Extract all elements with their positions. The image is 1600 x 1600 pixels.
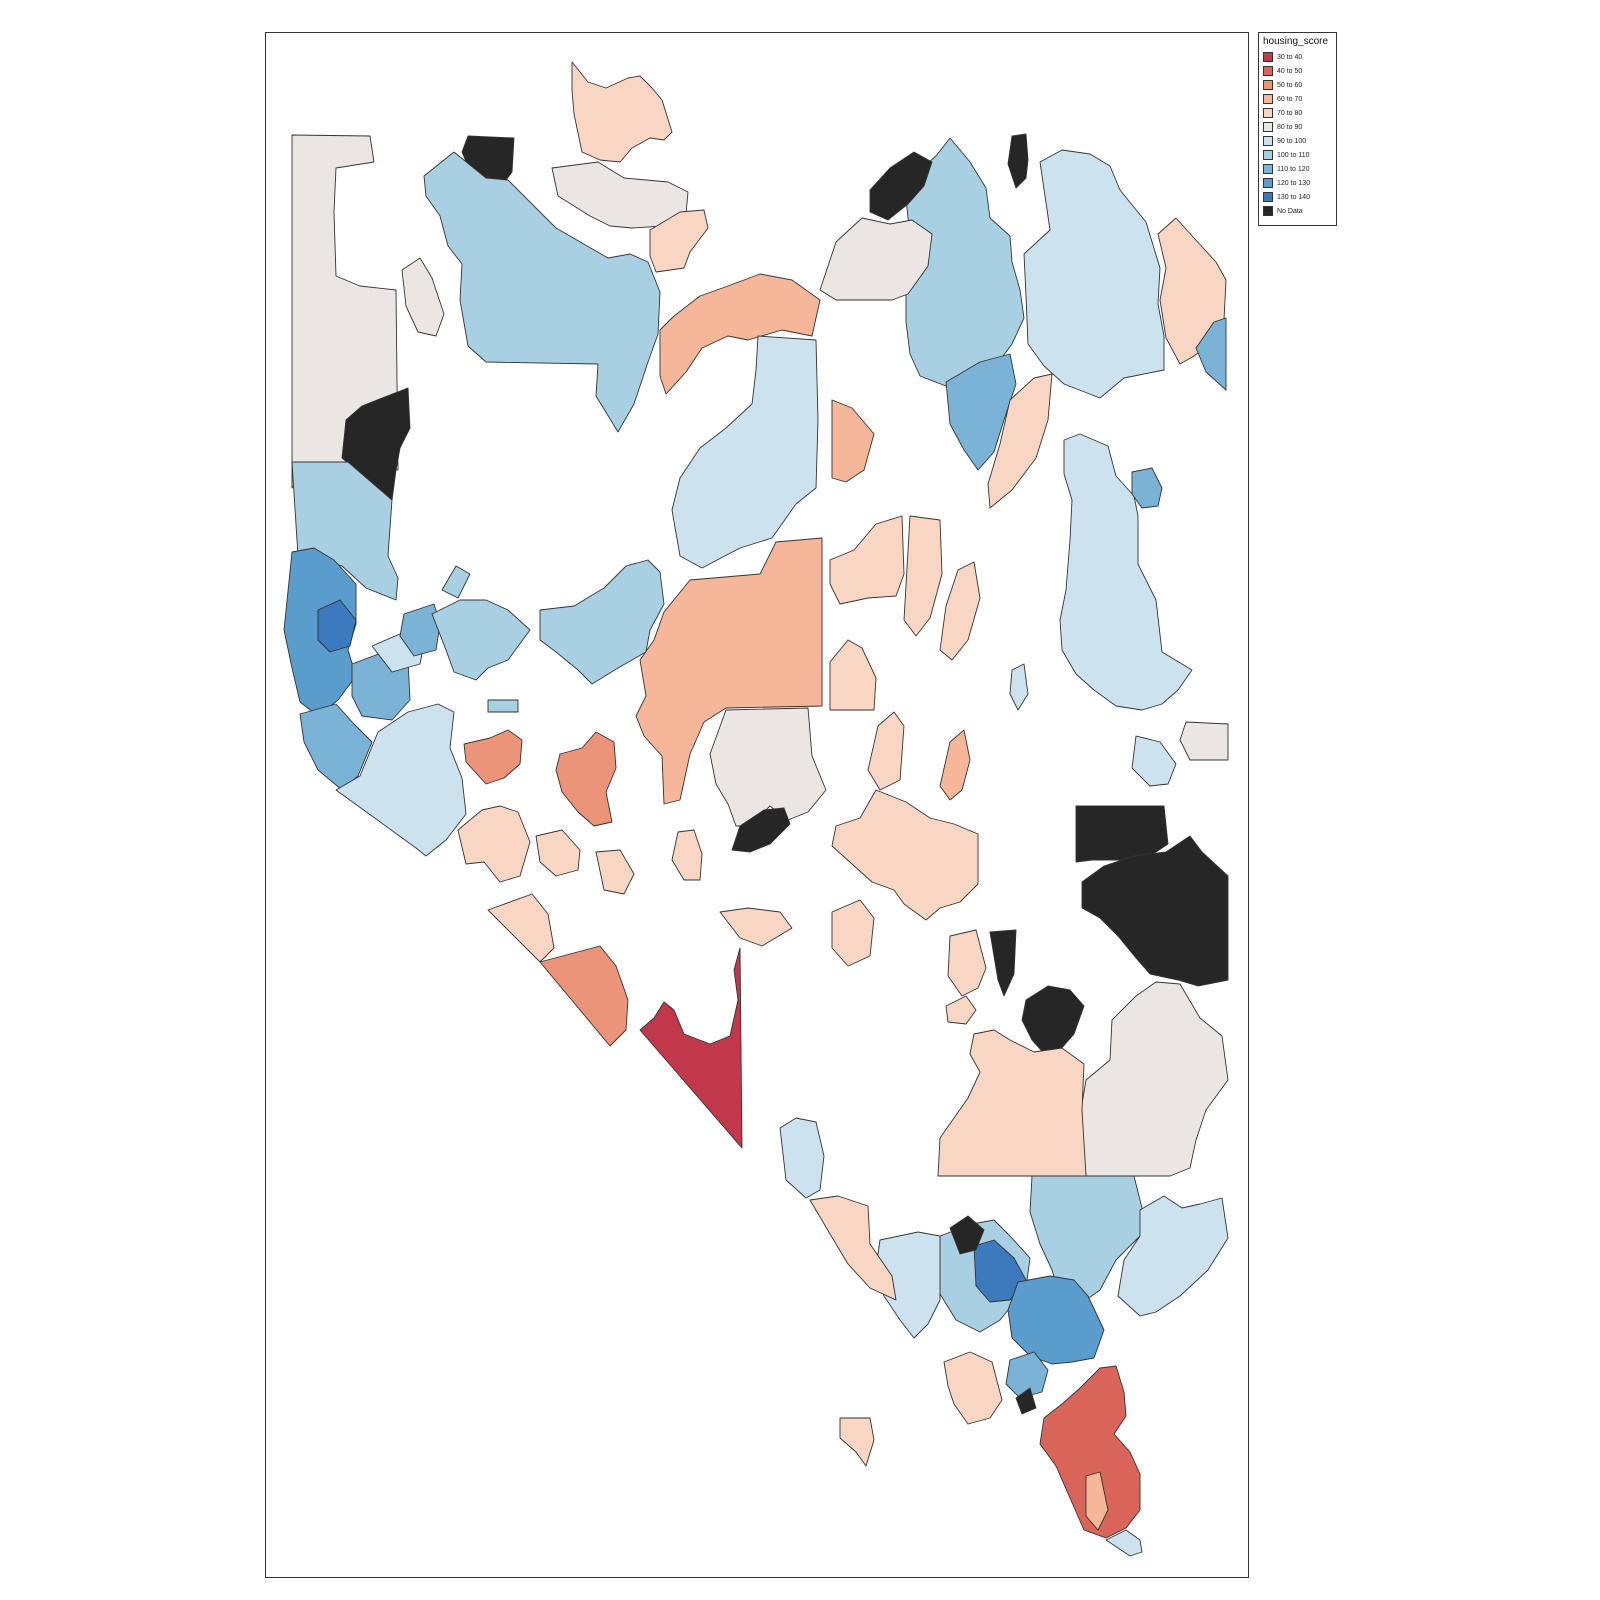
map-region[interactable]: [441, 565, 471, 599]
map-region[interactable]: [1039, 1365, 1141, 1539]
map-region[interactable]: [1007, 133, 1029, 189]
legend-swatch: [1263, 178, 1273, 188]
map-region[interactable]: [1059, 433, 1193, 711]
map-region[interactable]: [1007, 1275, 1105, 1365]
legend-label: 50 to 60: [1277, 82, 1303, 89]
map-region[interactable]: [635, 537, 823, 805]
legend-swatch: [1263, 150, 1273, 160]
map-region[interactable]: [401, 257, 445, 337]
map-region[interactable]: [1131, 735, 1177, 787]
legend-swatch: [1263, 136, 1273, 146]
legend-swatch: [1263, 192, 1273, 202]
map-region[interactable]: [1131, 467, 1163, 509]
legend-swatch: [1263, 94, 1273, 104]
map-region[interactable]: [639, 947, 743, 1149]
map-region[interactable]: [719, 907, 793, 947]
legend-swatch: [1263, 164, 1273, 174]
map-region[interactable]: [939, 561, 981, 661]
legend-label: No Data: [1277, 208, 1303, 215]
map-region[interactable]: [539, 559, 665, 685]
map-region[interactable]: [779, 1117, 825, 1199]
map-region[interactable]: [539, 945, 629, 1047]
map-region[interactable]: [1085, 1471, 1109, 1531]
map-region[interactable]: [1105, 1529, 1143, 1557]
map-region[interactable]: [535, 829, 581, 877]
map-region[interactable]: [551, 161, 689, 229]
map-region[interactable]: [317, 599, 357, 653]
map-region[interactable]: [709, 707, 827, 827]
map-region[interactable]: [829, 639, 877, 711]
map-region[interactable]: [1029, 1175, 1143, 1301]
map-region[interactable]: [937, 1029, 1087, 1177]
map-region[interactable]: [1179, 721, 1229, 761]
map-region[interactable]: [431, 599, 531, 681]
legend-label: 70 to 80: [1277, 110, 1303, 117]
map-region[interactable]: [987, 373, 1053, 509]
legend-label: 80 to 90: [1277, 124, 1303, 131]
map-region[interactable]: [1117, 1195, 1229, 1317]
map-region[interactable]: [945, 353, 1017, 471]
map-region[interactable]: [463, 729, 523, 785]
map-region[interactable]: [839, 1417, 875, 1467]
legend-label: 120 to 130: [1277, 180, 1311, 187]
map-region[interactable]: [595, 849, 635, 895]
legend-label: 60 to 70: [1277, 96, 1303, 103]
map-region[interactable]: [649, 209, 709, 273]
map-region[interactable]: [949, 1215, 985, 1255]
legend-swatch: [1263, 122, 1273, 132]
legend-swatch: [1263, 108, 1273, 118]
map-region[interactable]: [335, 703, 467, 857]
map-region[interactable]: [671, 829, 703, 881]
map-region[interactable]: [819, 217, 933, 301]
map-region[interactable]: [809, 1195, 897, 1301]
map-region[interactable]: [487, 699, 519, 713]
map-region[interactable]: [939, 729, 971, 801]
map-region[interactable]: [831, 899, 875, 967]
map-region[interactable]: [671, 335, 819, 569]
legend-label: 40 to 50: [1277, 68, 1303, 75]
map-region[interactable]: [399, 603, 441, 657]
legend-label: 30 to 40: [1277, 54, 1303, 61]
map-region[interactable]: [1023, 149, 1165, 399]
map-region[interactable]: [831, 789, 979, 921]
map-region[interactable]: [903, 515, 943, 637]
map-region[interactable]: [869, 151, 933, 221]
map-region[interactable]: [829, 515, 905, 605]
map-region[interactable]: [1015, 1387, 1037, 1415]
map-region[interactable]: [867, 711, 905, 791]
map-region[interactable]: [943, 1351, 1003, 1425]
map-region[interactable]: [1195, 317, 1227, 391]
map-region[interactable]: [903, 137, 1025, 387]
map-region[interactable]: [731, 807, 791, 853]
legend-label: 100 to 110: [1277, 152, 1310, 159]
legend-label: 110 to 120: [1277, 166, 1310, 173]
legend-swatch: [1263, 80, 1273, 90]
legend: housing_score 30 to 40 40 to 50 50 to 60 60…: [1258, 32, 1337, 226]
map-region[interactable]: [1081, 835, 1229, 987]
map-region[interactable]: [487, 893, 555, 963]
legend-title: housing_score: [1263, 36, 1329, 47]
map-region[interactable]: [947, 929, 987, 997]
legend-swatch: [1263, 206, 1273, 216]
map-region[interactable]: [555, 731, 617, 827]
map-region[interactable]: [1021, 985, 1085, 1059]
legend-swatch: [1263, 66, 1273, 76]
map-region[interactable]: [571, 61, 673, 163]
map-region[interactable]: [989, 929, 1017, 997]
legend-label: 90 to 100: [1277, 138, 1307, 145]
map-region[interactable]: [299, 703, 373, 791]
map-region[interactable]: [1005, 1351, 1049, 1399]
map-region[interactable]: [1079, 981, 1229, 1177]
map-region[interactable]: [659, 273, 821, 395]
legend-label: 130 to 140: [1277, 194, 1311, 201]
map-region[interactable]: [423, 151, 661, 433]
legend-swatch: [1263, 52, 1273, 62]
map-region[interactable]: [457, 805, 531, 883]
map-region[interactable]: [945, 995, 977, 1025]
map-region[interactable]: [831, 399, 875, 483]
map-region[interactable]: [1009, 663, 1029, 711]
